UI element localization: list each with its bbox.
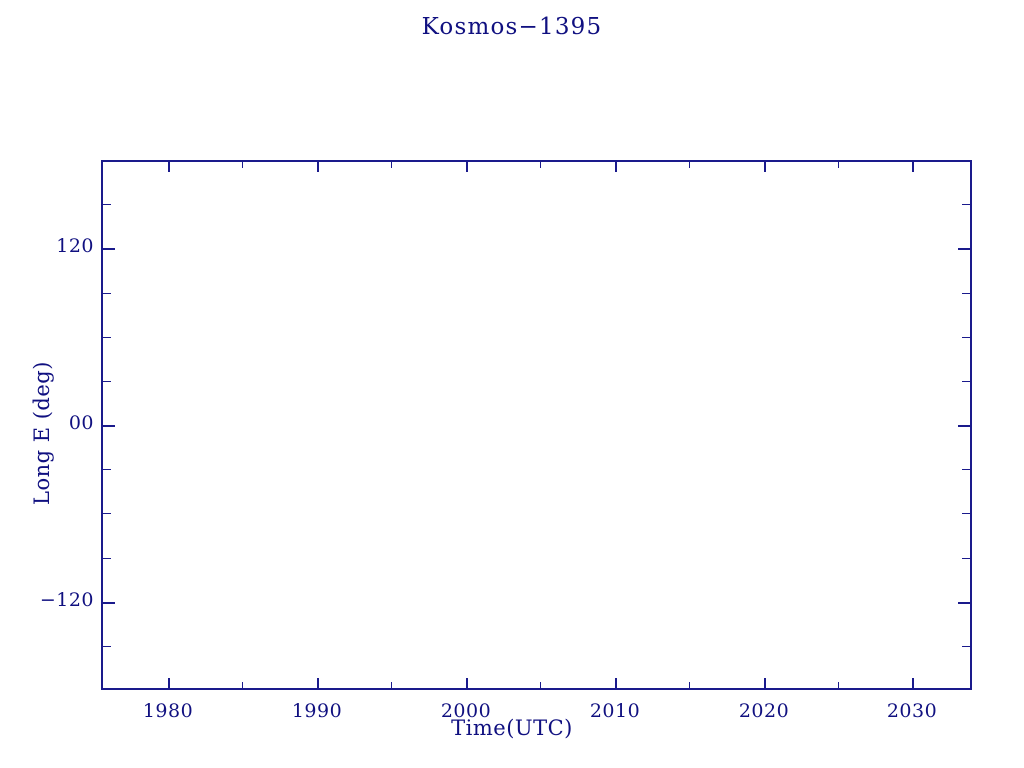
axis-tick	[102, 469, 111, 470]
axis-tick	[168, 678, 170, 689]
x-axis-label-2000: 2000	[440, 700, 492, 722]
axis-tick	[102, 337, 111, 338]
axis-tick	[912, 161, 914, 172]
axis-tick	[102, 381, 111, 382]
axis-tick	[102, 602, 115, 604]
axis-tick	[962, 381, 971, 382]
axis-tick	[391, 161, 392, 168]
axis-tick	[962, 646, 971, 647]
axis-tick	[242, 682, 243, 689]
axis-tick	[958, 248, 971, 250]
x-axis-label-2030: 2030	[886, 700, 938, 722]
axis-tick	[958, 425, 971, 427]
axis-tick	[962, 558, 971, 559]
axis-tick	[958, 602, 971, 604]
axis-tick	[540, 161, 541, 168]
y-axis-title: Long E (deg)	[30, 361, 54, 505]
x-axis-label-1990: 1990	[291, 700, 343, 722]
x-axis-label-2020: 2020	[738, 700, 790, 722]
axis-tick	[102, 204, 111, 205]
y-axis-label-0: 120	[56, 235, 94, 257]
axis-tick	[102, 425, 115, 427]
axis-tick	[838, 682, 839, 689]
axis-tick	[912, 678, 914, 689]
chart-title: Kosmos−1395	[421, 14, 603, 40]
y-axis-label-1: 00	[68, 412, 94, 434]
axis-tick	[764, 161, 766, 172]
axis-tick	[102, 248, 115, 250]
axis-tick	[466, 678, 468, 689]
axis-tick	[615, 678, 617, 689]
axis-tick	[962, 204, 971, 205]
y-axis-label-2: −120	[39, 589, 94, 611]
axis-tick	[540, 682, 541, 689]
x-axis-title: Time(UTC)	[451, 716, 573, 740]
axis-tick	[838, 161, 839, 168]
axis-tick	[615, 161, 617, 172]
axis-tick	[962, 469, 971, 470]
axis-tick	[689, 161, 690, 168]
axis-tick	[102, 513, 111, 514]
axis-tick	[317, 678, 319, 689]
plot-frame	[101, 160, 972, 690]
x-axis-label-2010: 2010	[589, 700, 641, 722]
axis-tick	[689, 682, 690, 689]
axis-tick	[102, 646, 111, 647]
x-axis-label-1980: 1980	[142, 700, 194, 722]
axis-tick	[962, 293, 971, 294]
axis-tick	[317, 161, 319, 172]
axis-tick	[102, 293, 111, 294]
axis-tick	[962, 337, 971, 338]
axis-tick	[102, 558, 111, 559]
axis-tick	[242, 161, 243, 168]
axis-tick	[168, 161, 170, 172]
axis-tick	[466, 161, 468, 172]
axis-tick	[962, 513, 971, 514]
axis-tick	[764, 678, 766, 689]
axis-tick	[391, 682, 392, 689]
